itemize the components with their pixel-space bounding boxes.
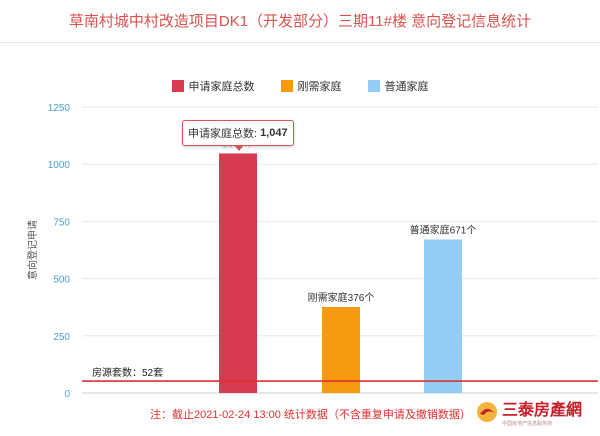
bar-0 xyxy=(219,153,257,393)
y-tick-label: 1000 xyxy=(48,160,71,171)
y-tick-label: 500 xyxy=(53,275,70,286)
legend-swatch-normal xyxy=(367,80,380,92)
y-tick-label: 0 xyxy=(64,389,70,400)
tooltip-value: 1,047 xyxy=(260,127,288,139)
y-tick-label: 250 xyxy=(53,332,70,343)
logo-subtext: 中国房地产信息服务商 xyxy=(502,421,553,427)
legend: 申请家庭总数 刚需家庭 普通家庭 xyxy=(0,78,600,94)
y-tick-label: 1250 xyxy=(48,103,71,114)
tooltip-arrow xyxy=(234,145,244,151)
bar-1 xyxy=(322,306,360,393)
legend-item-total[interactable]: 申请家庭总数 xyxy=(171,78,255,94)
legend-swatch-rigid xyxy=(280,80,293,92)
title-divider xyxy=(0,42,600,43)
legend-label-rigid: 刚需家庭 xyxy=(297,81,342,93)
legend-item-normal[interactable]: 普通家庭 xyxy=(367,78,429,94)
reference-line-label: 房源套数：52套 xyxy=(92,366,163,379)
legend-swatch-total xyxy=(171,80,184,92)
legend-item-rigid[interactable]: 刚需家庭 xyxy=(280,78,342,94)
logo: 三泰房產網 中国房地产信息服务商 xyxy=(476,396,582,427)
logo-mark-icon xyxy=(477,401,497,422)
legend-label-total: 申请家庭总数 xyxy=(188,81,255,93)
bar-data-label-2: 普通家庭671个 xyxy=(410,223,477,236)
logo-text: 三泰房產網 xyxy=(502,400,583,419)
y-tick-label: 750 xyxy=(53,217,70,228)
chart-title: 草南村城中村改造项目DK1（开发部分）三期11#楼 意向登记信息统计 xyxy=(68,13,532,30)
footnote: 注：截止2021-02-24 13:00 统计数据（不含重复申请及撤销数据） xyxy=(150,409,471,421)
tooltip: 申请家庭总数: 1,047 xyxy=(182,120,294,146)
y-axis-label: 意向登记申请 xyxy=(26,220,39,280)
bar-data-label-1: 刚需家庭376个 xyxy=(308,291,375,304)
tooltip-label: 申请家庭总数: xyxy=(188,128,258,140)
legend-label-normal: 普通家庭 xyxy=(384,81,429,93)
bar-2 xyxy=(424,239,462,393)
